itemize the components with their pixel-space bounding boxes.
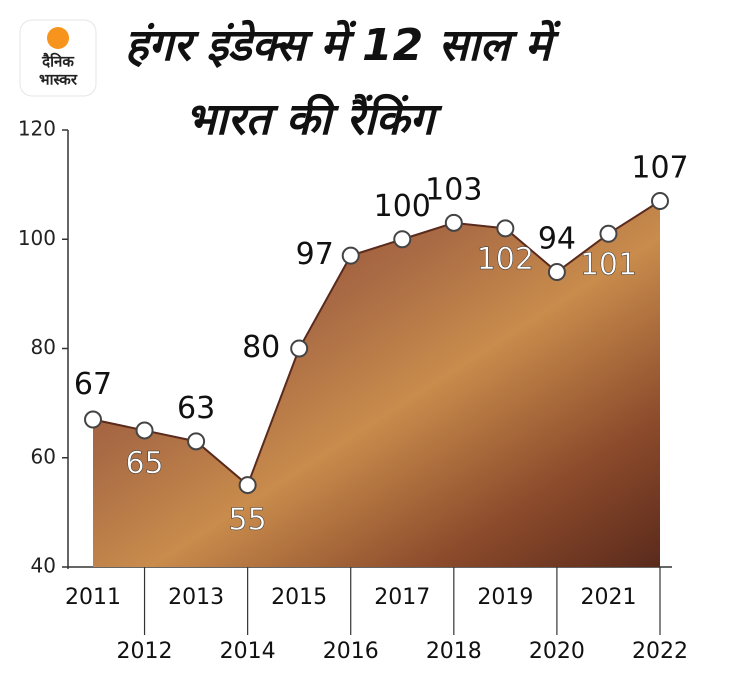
value-label: 102 (477, 242, 534, 277)
x-tick-label: 2015 (271, 585, 327, 610)
x-tick-label: 2012 (117, 639, 173, 664)
chart-title: हंगर इंडेक्स में 12 साल में (125, 19, 561, 71)
value-label: 107 (631, 151, 688, 186)
value-label: 63 (177, 391, 215, 426)
x-tick-label: 2017 (374, 585, 430, 610)
logo-sun (47, 27, 69, 49)
point (496, 219, 515, 238)
x-tick-label: 2018 (426, 639, 482, 664)
logo-text: दैनिक (41, 53, 75, 71)
point (393, 230, 412, 249)
x-tick-label: 2022 (632, 639, 688, 664)
y-tick-label: 60 (31, 444, 56, 468)
point (135, 421, 154, 440)
x-tick-label: 2020 (529, 639, 585, 664)
value-label: 65 (125, 446, 163, 481)
point (290, 339, 309, 358)
point (187, 432, 206, 451)
value-label: 100 (374, 189, 431, 224)
y-tick-label: 120 (18, 117, 56, 141)
x-tick-label: 2016 (323, 639, 379, 664)
y-tick-label: 80 (31, 335, 56, 359)
value-label: 103 (425, 172, 482, 207)
point (547, 263, 566, 282)
value-label: 67 (74, 367, 112, 402)
area (93, 201, 660, 567)
x-tick-label: 2011 (65, 585, 121, 610)
point (84, 410, 102, 429)
y-tick-label: 40 (31, 554, 56, 578)
chart-title: भारत की रैंकिंग (185, 93, 443, 145)
logo-text: भास्कर (39, 71, 78, 89)
value-label: 97 (296, 237, 334, 272)
logo-box (19, 19, 97, 97)
point (444, 213, 463, 232)
x-tick-label: 2021 (580, 585, 636, 610)
x-tick-label: 2019 (477, 585, 533, 610)
value-label: 80 (242, 330, 280, 365)
value-label: 55 (229, 503, 267, 538)
x-tick-label: 2013 (168, 585, 224, 610)
point (341, 246, 360, 265)
y-tick-label: 100 (18, 226, 56, 250)
x-tick-label: 2014 (220, 639, 276, 664)
value-label: 101 (580, 247, 637, 282)
value-label: 94 (538, 222, 576, 257)
point (238, 476, 257, 495)
point (599, 224, 618, 243)
point (651, 192, 669, 211)
